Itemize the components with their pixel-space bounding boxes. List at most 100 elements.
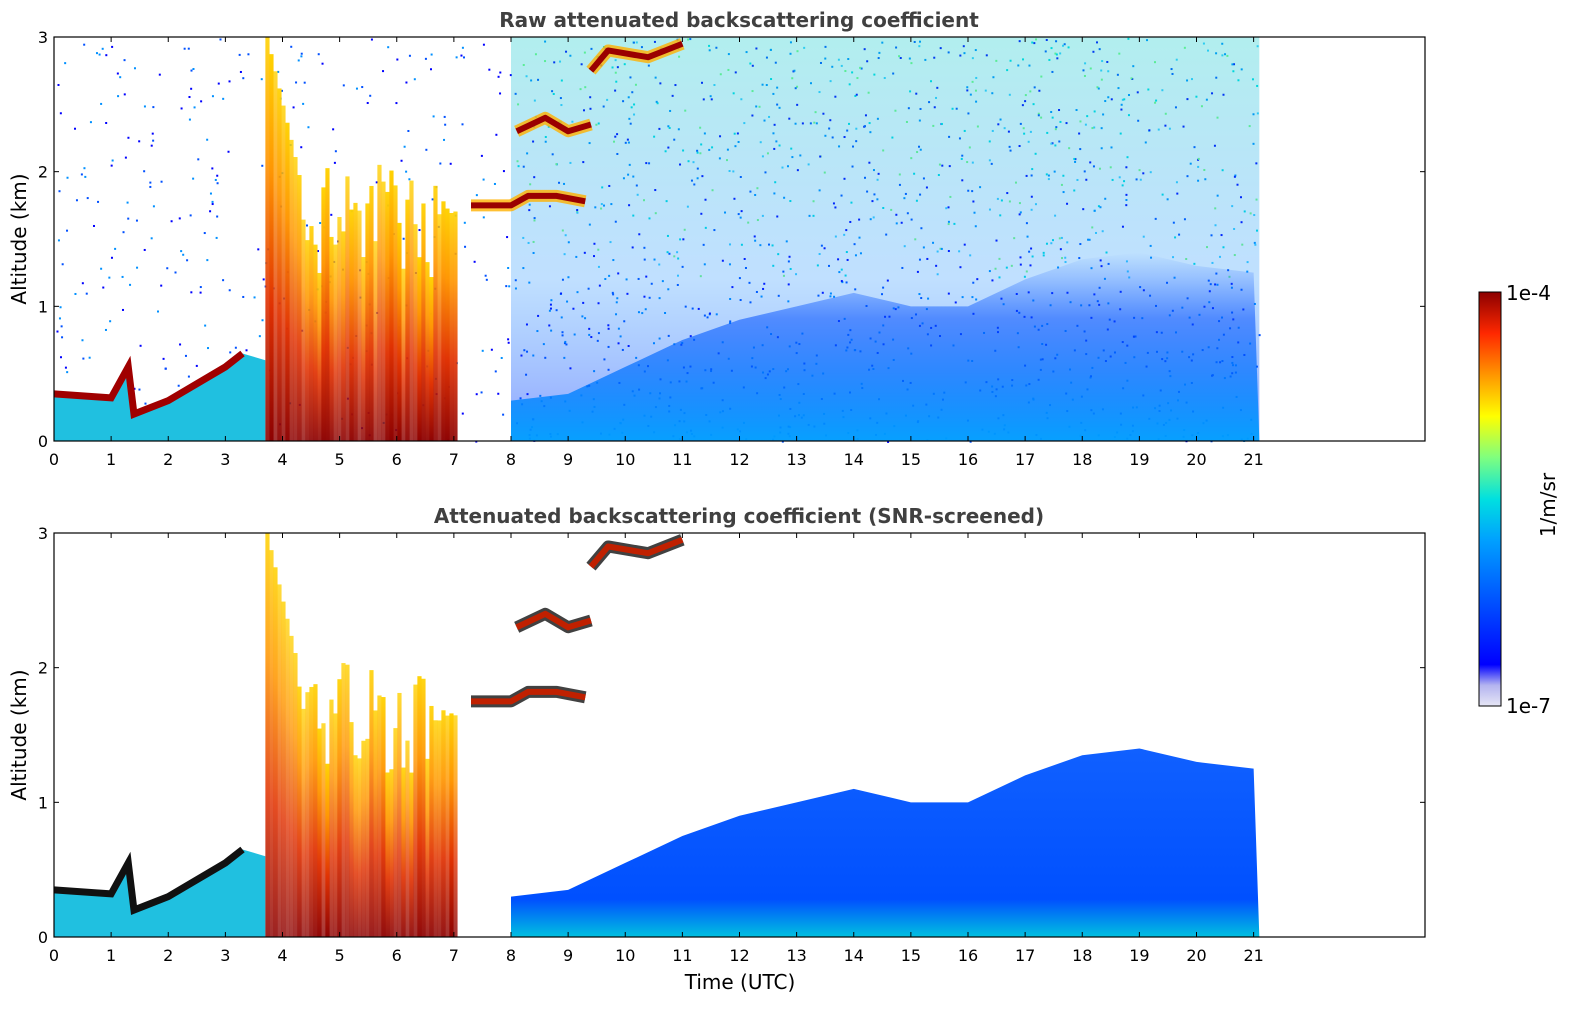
noise-dot [138, 140, 141, 143]
noise-dot [206, 259, 209, 262]
noise-dot [418, 229, 421, 232]
cloud-column [265, 533, 270, 937]
x-tick-label: 13 [786, 946, 806, 965]
x-tick-label: 9 [563, 450, 573, 469]
cloud-column [405, 199, 410, 441]
x-tick-label: 2 [163, 946, 173, 965]
x-tick-label: 10 [615, 450, 635, 469]
noise-dot [129, 283, 132, 286]
noise-dot [110, 256, 113, 259]
noise-dot [443, 115, 446, 118]
noise-dot [178, 217, 181, 220]
cloud-column [445, 715, 450, 937]
cloud-column [329, 236, 334, 441]
noise-dot [66, 371, 69, 374]
noise-dot [317, 53, 320, 56]
noise-dot [152, 205, 155, 208]
noise-dot [1258, 334, 1261, 337]
cloud-column [293, 653, 298, 937]
noise-dot [97, 200, 100, 203]
cloud-column [365, 738, 370, 937]
noise-dot [370, 38, 373, 41]
noise-dot [342, 84, 345, 87]
x-tick-label: 20 [1186, 946, 1206, 965]
y-tick-label: 2 [38, 659, 48, 678]
cloud-column [441, 710, 446, 937]
cloud-column [429, 705, 434, 937]
noise-dot [408, 54, 411, 57]
cloud-layer [588, 536, 684, 569]
cloud-column [321, 187, 326, 441]
noise-dot [969, 440, 972, 443]
cloud-column [429, 277, 434, 441]
noise-dot [59, 112, 62, 115]
cloud-column [345, 664, 350, 937]
noise-dot [150, 144, 153, 147]
cloud-column [381, 697, 386, 937]
noise-dot [57, 83, 60, 86]
cloud-column [313, 244, 318, 441]
x-tick-label: 14 [844, 450, 864, 469]
x-tick-label: 0 [49, 450, 59, 469]
y-axis-label: Altitude (km) [7, 669, 31, 800]
noise-dot [81, 339, 84, 342]
noise-dot [160, 284, 163, 287]
noise-dot [366, 101, 369, 104]
noise-dot [305, 224, 308, 227]
noise-dot [88, 356, 91, 359]
noise-dot [84, 175, 87, 178]
x-tick-label: 7 [449, 946, 459, 965]
cloud-column [293, 157, 298, 442]
noise-dot [216, 215, 219, 218]
x-tick-label: 5 [335, 946, 345, 965]
noise-dot [197, 158, 200, 161]
noise-dot [355, 87, 358, 90]
cloud-column [305, 240, 310, 441]
noise-dot [432, 115, 435, 118]
noise-dot [455, 56, 458, 59]
noise-dot [300, 55, 303, 58]
x-tick-label: 7 [449, 450, 459, 469]
noise-dot [162, 357, 165, 360]
noise-dot [143, 105, 146, 108]
noise-dot [183, 47, 186, 50]
noise-dot [114, 247, 117, 250]
colorbar-min-label: 1e-7 [1506, 694, 1551, 718]
noise-dot [58, 190, 61, 193]
cloud-column [369, 185, 374, 441]
noise-dot [160, 180, 163, 183]
cloud-column [317, 272, 322, 441]
noise-dot [319, 222, 322, 225]
noise-dot [151, 132, 154, 135]
boundary-layer-top [53, 846, 245, 915]
noise-dot [460, 54, 463, 57]
noise-dot [280, 89, 283, 92]
noise-dot [211, 203, 214, 206]
y-tick-label: 1 [38, 297, 48, 316]
cloud-column [449, 713, 454, 937]
noise-dot [95, 52, 98, 55]
x-tick-label: 19 [1129, 450, 1149, 469]
cloud-column [381, 181, 386, 441]
noise-dot [123, 59, 126, 62]
cloud-column [453, 715, 458, 937]
cloud-column [401, 268, 406, 441]
noise-dot [121, 275, 124, 278]
cloud-column [393, 185, 398, 441]
noise-dot [505, 285, 508, 288]
noise-dot [321, 62, 324, 65]
noise-dot [190, 87, 193, 90]
noise-dot [333, 161, 336, 164]
noise-dot [227, 150, 230, 153]
noise-dot [184, 354, 187, 357]
noise-dot [509, 74, 512, 77]
x-tick-label: 15 [901, 450, 921, 469]
noise-dot [424, 57, 427, 60]
noise-dot [122, 231, 125, 234]
cloud-layer [515, 114, 592, 135]
cloud-column [425, 758, 430, 937]
noise-dot [497, 75, 500, 78]
cloud-column [349, 722, 354, 937]
noise-dot [332, 128, 335, 131]
noise-dot [461, 46, 464, 49]
